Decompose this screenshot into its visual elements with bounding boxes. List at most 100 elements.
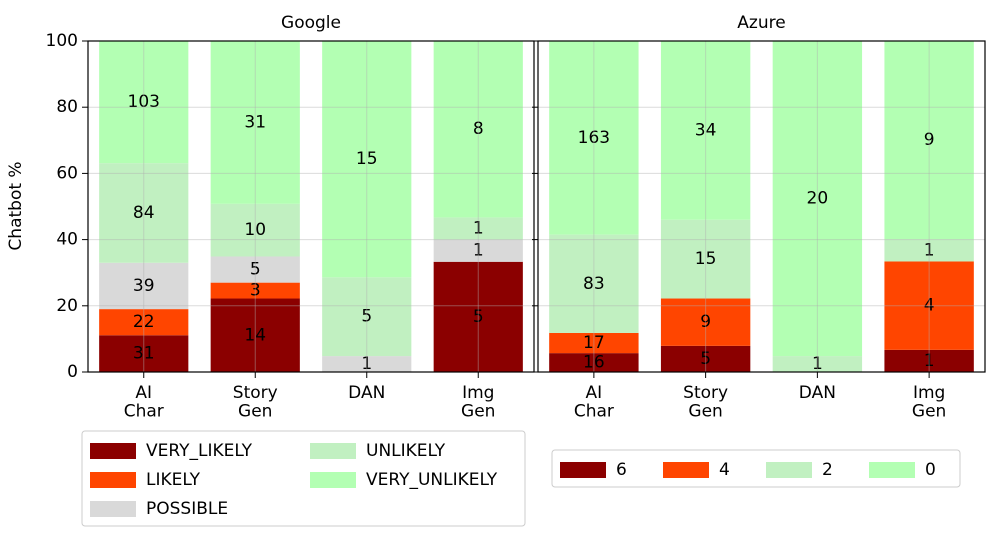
bar-segment <box>433 261 523 372</box>
bar-segment <box>210 256 300 283</box>
legend-label: 4 <box>719 460 730 480</box>
bar-segment <box>549 332 639 354</box>
bar-segment <box>433 217 523 240</box>
data-label: 8 <box>473 119 484 139</box>
data-label: 84 <box>133 203 155 223</box>
bar-segment <box>99 335 189 372</box>
bar-segment <box>210 203 300 257</box>
data-label: 163 <box>578 128 610 148</box>
data-label: 22 <box>133 312 155 332</box>
legend-swatch <box>310 443 356 459</box>
data-label: 103 <box>128 92 160 112</box>
y-tick-label: 0 <box>67 362 78 382</box>
bar-segment <box>549 234 639 333</box>
legend-label: VERY_LIKELY <box>146 441 253 461</box>
legend-label: POSSIBLE <box>146 499 228 519</box>
bar-segment <box>660 219 751 299</box>
data-label: 15 <box>356 149 378 169</box>
x-tick-label: Story Gen <box>683 383 728 422</box>
legend-swatch <box>766 462 812 478</box>
data-label: 1 <box>473 241 484 261</box>
data-label: 1 <box>924 351 935 371</box>
data-label: 9 <box>700 312 711 332</box>
x-tick-label: Story Gen <box>233 383 278 422</box>
x-tick-label: Img Gen <box>461 383 495 422</box>
legend-label: VERY_UNLIKELY <box>366 470 498 490</box>
panel-title: Google <box>281 13 341 33</box>
bar-segment <box>772 356 863 372</box>
data-label: 34 <box>695 120 717 140</box>
bar-segment <box>322 356 412 372</box>
bar-segment <box>660 345 751 372</box>
bar-segment <box>772 41 863 357</box>
legend-swatch <box>560 462 606 478</box>
data-label: 1 <box>924 240 935 260</box>
bar-segment <box>99 163 189 263</box>
bar-segment <box>884 261 974 350</box>
data-label: 5 <box>700 349 711 369</box>
legend-label: 2 <box>822 460 833 480</box>
data-label: 16 <box>583 353 605 373</box>
bar-segment <box>322 41 412 278</box>
y-axis-label: Chatbot % <box>6 161 26 250</box>
bar-segment <box>884 239 974 262</box>
legend-swatch <box>90 443 136 459</box>
data-label: 10 <box>244 220 266 240</box>
data-label: 1 <box>473 219 484 239</box>
data-label: 31 <box>244 112 266 132</box>
legend-swatch <box>90 472 136 488</box>
x-tick-label: DAN <box>348 383 385 403</box>
y-tick-label: 100 <box>46 31 78 51</box>
legend-label: LIKELY <box>146 470 201 490</box>
legend-frame <box>551 449 961 488</box>
data-label: 14 <box>244 325 266 345</box>
bar-segment <box>210 41 300 204</box>
y-tick-label: 80 <box>56 97 78 117</box>
legend-swatch <box>310 472 356 488</box>
plot-frame <box>537 40 986 373</box>
plot-frame <box>87 40 535 373</box>
data-label: 17 <box>583 333 605 353</box>
legend-swatch <box>663 462 709 478</box>
data-label: 1 <box>361 354 372 374</box>
data-label: 15 <box>695 249 717 269</box>
legend-label: 0 <box>925 460 936 480</box>
legend-label: 6 <box>616 460 627 480</box>
bar-segment <box>884 40 974 240</box>
x-tick-label: AI Char <box>574 383 614 422</box>
bar-segment <box>549 353 639 372</box>
data-label: 83 <box>583 274 605 294</box>
bar-segment <box>99 41 189 164</box>
data-label: 4 <box>924 296 935 316</box>
legend-swatch <box>90 501 136 517</box>
legend-swatch <box>869 462 915 478</box>
bar-segment <box>322 277 412 357</box>
bar-segment <box>660 41 751 220</box>
data-label: 5 <box>250 260 261 280</box>
bar-segment <box>433 41 523 218</box>
data-label: 1 <box>812 354 823 374</box>
data-label: 9 <box>924 130 935 150</box>
bar-segment <box>660 298 751 346</box>
bar-segment <box>210 298 300 372</box>
bar-segment <box>99 309 189 336</box>
legend-label: UNLIKELY <box>366 441 446 461</box>
panel-title: Azure <box>737 13 785 33</box>
y-tick-label: 60 <box>56 163 78 183</box>
bar-segment <box>884 349 974 372</box>
y-tick-label: 20 <box>56 296 78 316</box>
data-label: 39 <box>133 276 155 296</box>
x-tick-label: AI Char <box>124 383 164 422</box>
bar-segment <box>549 41 639 235</box>
y-tick-label: 40 <box>56 230 78 250</box>
x-tick-label: Img Gen <box>912 383 946 422</box>
data-label: 5 <box>361 307 372 327</box>
bar-segment <box>210 282 300 299</box>
legend-frame <box>81 430 526 527</box>
bar-segment <box>99 262 189 310</box>
data-label: 20 <box>807 189 829 209</box>
data-label: 31 <box>133 344 155 364</box>
bar-segment <box>433 239 523 262</box>
data-label: 5 <box>473 307 484 327</box>
